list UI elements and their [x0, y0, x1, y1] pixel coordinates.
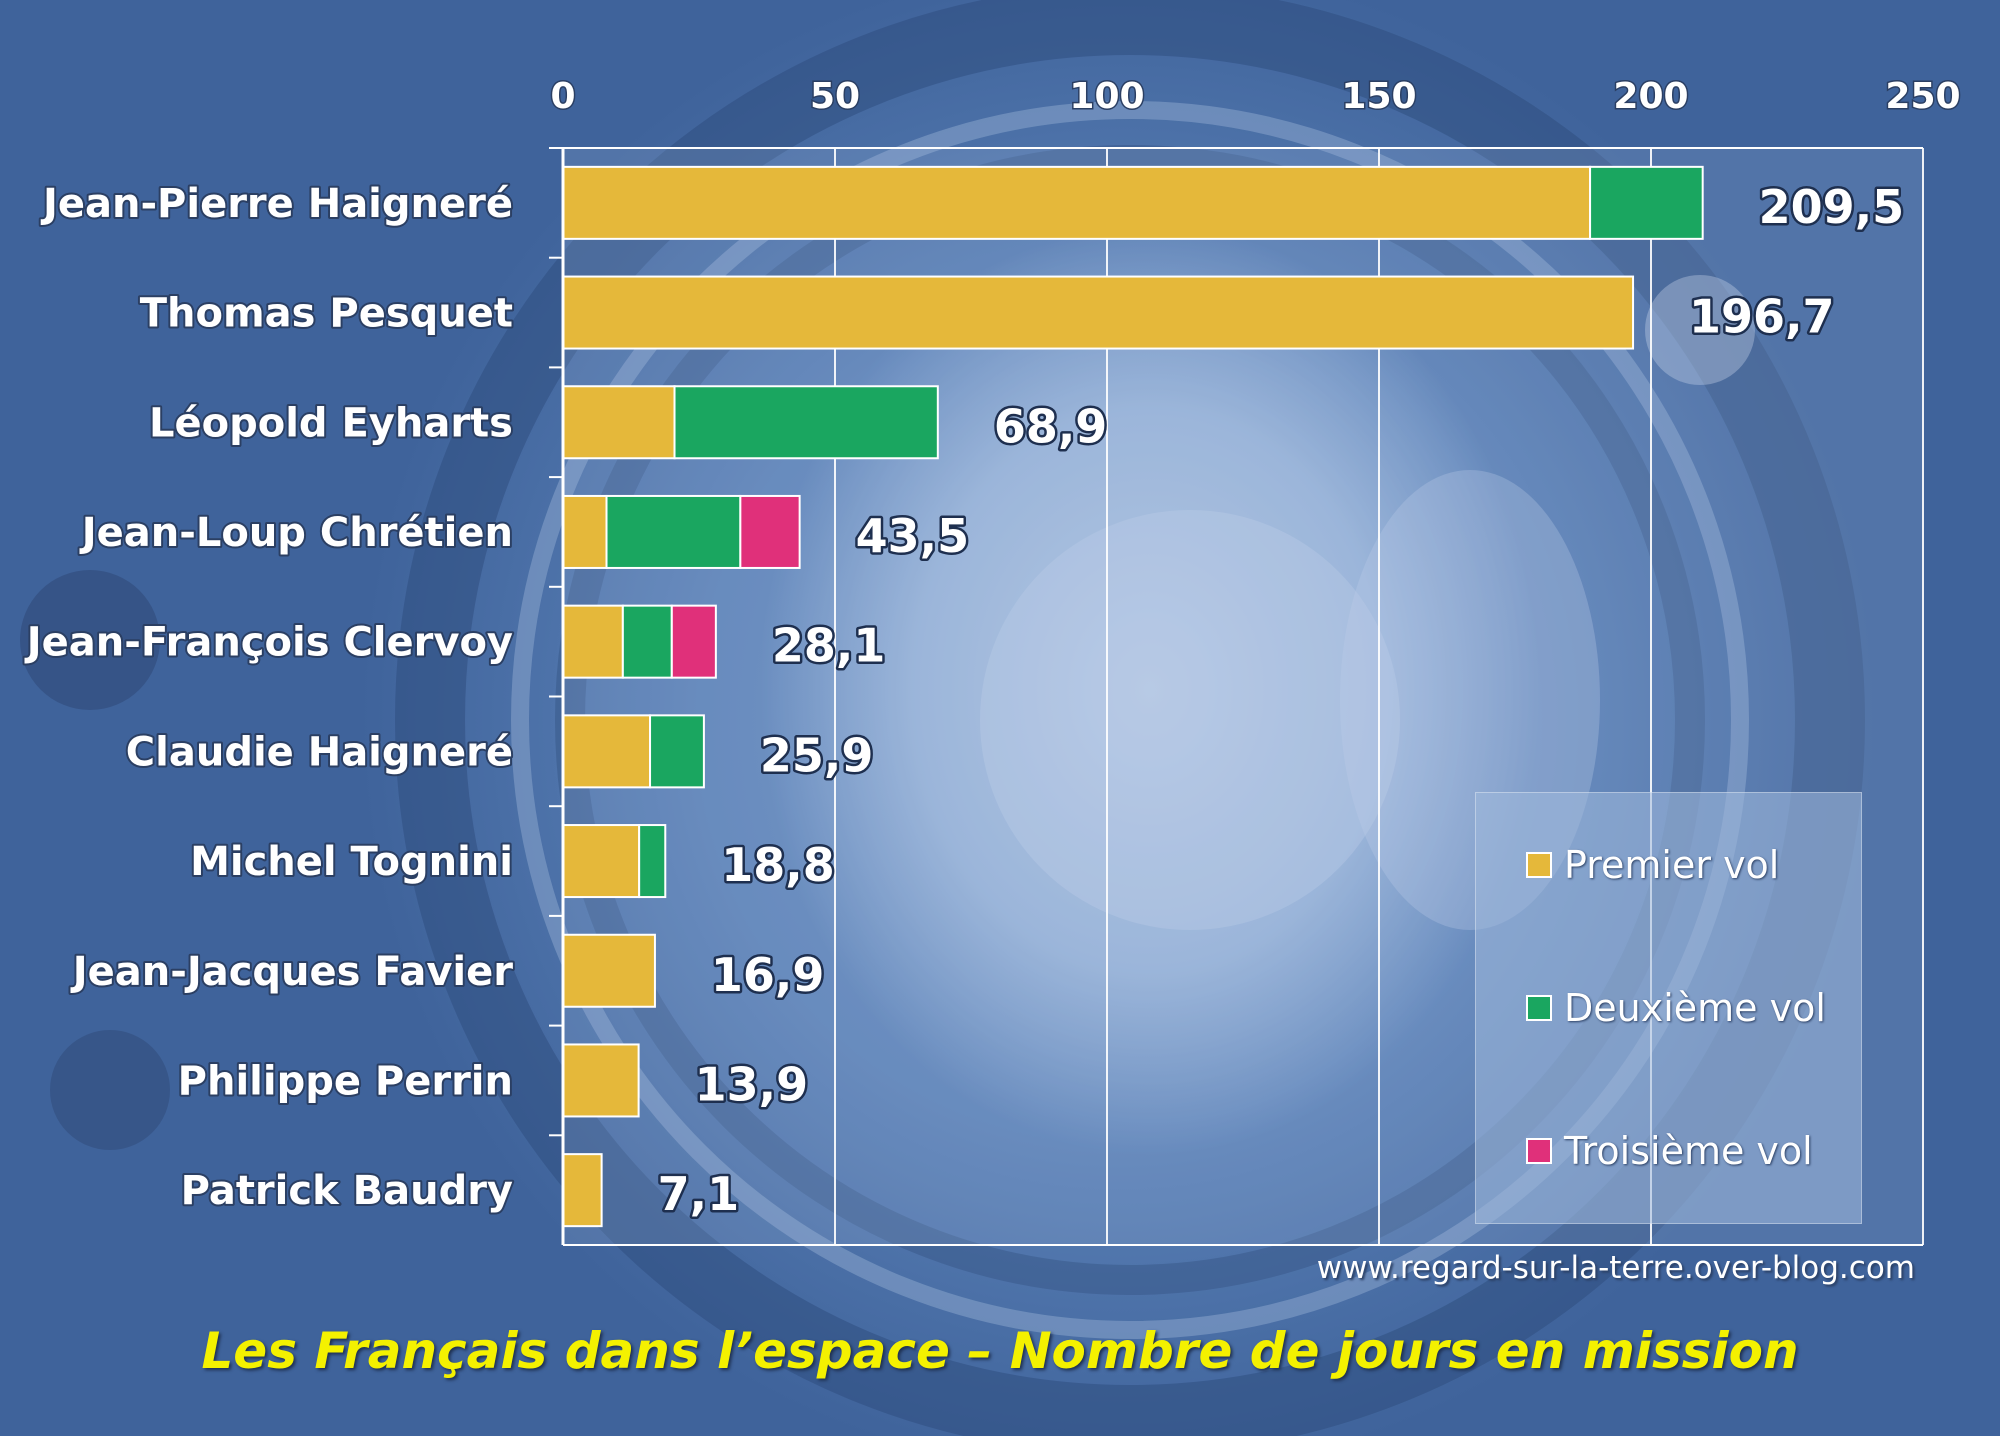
- total-value-label: 209,5: [1759, 180, 1905, 234]
- bar-segment-troisieme-vol: [670, 604, 717, 679]
- legend-item-premier-vol: Premier vol: [1526, 843, 1779, 887]
- legend-label-troisieme-vol: Troisième vol: [1564, 1129, 1813, 1173]
- category-label: Jean-Jacques Favier: [70, 949, 514, 995]
- category-label: Patrick Baudry: [181, 1168, 513, 1214]
- category-label: Claudie Haigneré: [126, 729, 513, 775]
- legend-item-troisieme-vol: Troisième vol: [1526, 1129, 1813, 1173]
- bar-segment-premier-vol: [562, 275, 1635, 350]
- category-label: Thomas Pesquet: [140, 291, 513, 337]
- bar-segment-troisieme-vol: [739, 494, 801, 569]
- x-tick-label: 150: [1341, 76, 1416, 117]
- total-value-label: 13,9: [695, 1057, 809, 1111]
- total-value-label: 25,9: [760, 728, 874, 782]
- total-value-label: 18,8: [721, 838, 835, 892]
- legend-swatch-deuxieme-vol: [1526, 995, 1552, 1021]
- legend: Premier vol Deuxième vol Troisième vol: [1475, 792, 1862, 1224]
- x-tick-label: 200: [1613, 76, 1688, 117]
- chart-title: Les Français dans l’espace – Nombre de j…: [201, 1322, 1799, 1380]
- bar-segment-premier-vol: [562, 385, 676, 460]
- bar-segment-premier-vol: [562, 824, 641, 899]
- legend-item-deuxieme-vol: Deuxième vol: [1526, 986, 1826, 1030]
- bar-segment-premier-vol: [562, 714, 652, 789]
- bar-segment-deuxieme-vol: [673, 385, 939, 460]
- total-value-label: 16,9: [711, 948, 825, 1002]
- legend-swatch-troisieme-vol: [1526, 1138, 1552, 1164]
- total-value-label: 7,1: [658, 1167, 740, 1221]
- bars: [562, 165, 1704, 1228]
- bar-segment-premier-vol: [562, 604, 624, 679]
- category-label: Jean-Pierre Haigneré: [40, 181, 513, 227]
- total-value-label: 196,7: [1689, 290, 1835, 344]
- category-label: Léopold Eyharts: [149, 400, 513, 446]
- category-label: Jean-François Clervoy: [24, 620, 513, 666]
- bar-segment-deuxieme-vol: [638, 824, 667, 899]
- bar-segment-deuxieme-vol: [621, 604, 673, 679]
- legend-label-premier-vol: Premier vol: [1564, 843, 1780, 887]
- legend-label-deuxieme-vol: Deuxième vol: [1564, 986, 1826, 1030]
- bar-segment-premier-vol: [562, 165, 1592, 240]
- bar-segment-premier-vol: [562, 1153, 603, 1228]
- bar-segment-premier-vol: [562, 494, 608, 569]
- category-label: Philippe Perrin: [178, 1058, 513, 1104]
- x-tick-label: 100: [1069, 76, 1144, 117]
- x-tick-label: 0: [550, 76, 575, 117]
- category-label: Michel Tognini: [190, 839, 513, 885]
- total-value-label: 68,9: [994, 399, 1107, 453]
- x-tick-label: 250: [1885, 76, 1960, 117]
- bar-segment-deuxieme-vol: [649, 714, 705, 789]
- category-label: Jean-Loup Chrétien: [79, 510, 513, 556]
- x-tick-label: 50: [810, 76, 860, 117]
- bar-segment-deuxieme-vol: [1589, 165, 1704, 240]
- bar-segment-deuxieme-vol: [605, 494, 742, 569]
- watermark-url: www.regard-sur-la-terre.over-blog.com: [1316, 1250, 1915, 1286]
- bar-segment-premier-vol: [562, 933, 656, 1008]
- legend-swatch-premier-vol: [1526, 852, 1552, 878]
- total-value-label: 43,5: [856, 509, 970, 563]
- axes: [549, 147, 1923, 1246]
- labels: 0 50 100 150 200 250 Jean-Pierre Haigneré 209,5…: [22, 75, 1962, 1224]
- bar-segment-premier-vol: [562, 1043, 640, 1118]
- total-value-label: 28,1: [772, 619, 886, 673]
